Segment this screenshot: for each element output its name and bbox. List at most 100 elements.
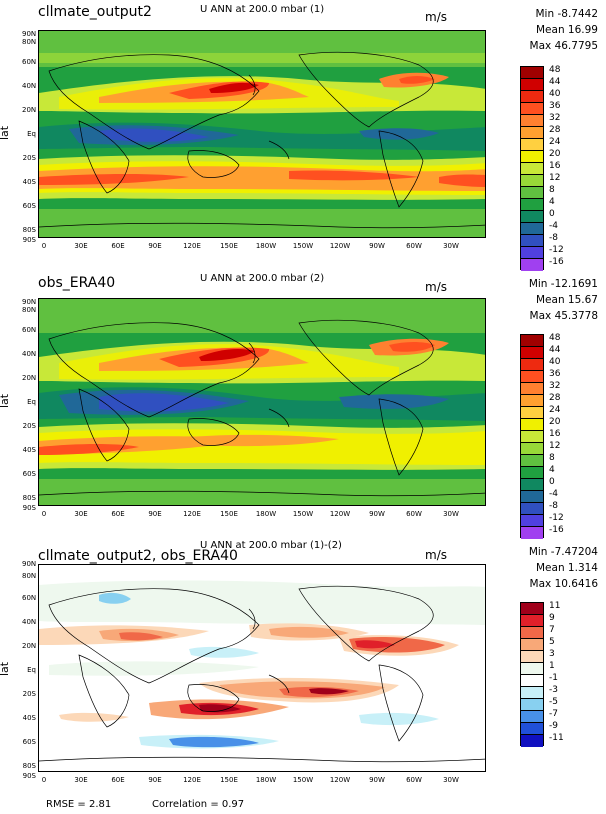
colorbar-swatch: [521, 115, 543, 127]
colorbar-label: 3: [549, 649, 555, 659]
panel-stats: Min -8.7442 Mean 16.99 Max 46.7795: [488, 6, 598, 54]
colorbar-label: 20: [549, 149, 561, 159]
lat-tick: 90N: [22, 560, 37, 568]
colorbar-swatch: [521, 711, 543, 723]
y-axis-label: lat: [0, 393, 11, 408]
colorbar-label: 20: [549, 417, 561, 427]
colorbar-swatch: [521, 163, 543, 175]
colorbar-swatch: [521, 699, 543, 711]
map-field-difference[interactable]: [38, 564, 486, 772]
panel-stats: Min -12.1691 Mean 15.67 Max 45.3778: [488, 276, 598, 324]
stat-min: Min -12.1691: [528, 278, 598, 290]
panel-units: m/s: [425, 280, 447, 294]
colorbar-swatch: [521, 467, 543, 479]
colorbar-label: 8: [549, 453, 555, 463]
panel-left-title: cllmate_output2, obs_ERA40: [38, 548, 238, 564]
colorbar-swatch: [521, 359, 543, 371]
lon-tick: 120E: [183, 242, 201, 250]
map-field-observation[interactable]: [38, 298, 486, 506]
lon-tick: 60W: [406, 776, 422, 784]
colorbar-label: -1: [549, 673, 558, 683]
colorbar-label: -16: [549, 257, 564, 267]
lon-tick: 30W: [443, 776, 459, 784]
stat-min: Min -7.47204: [528, 546, 598, 558]
colorbar-label: 36: [549, 101, 561, 111]
panel-center-title: U ANN at 200.0 mbar (1): [200, 4, 325, 15]
lat-tick: 90S: [22, 236, 36, 244]
panel-units: m/s: [425, 10, 447, 24]
lat-tick: Eq: [27, 666, 36, 674]
lon-tick: 90E: [148, 510, 162, 518]
colorbar-swatch: [521, 347, 543, 359]
colorbar-label: 5: [549, 637, 555, 647]
colorbar-label: 44: [549, 345, 561, 355]
stat-mean: Mean 15.67: [535, 294, 598, 306]
lat-tick: 40N: [22, 350, 37, 358]
colorbar-swatch: [521, 723, 543, 735]
colorbar-swatch: [521, 735, 543, 747]
y-axis-label: lat: [0, 661, 11, 676]
colorbar-swatch: [521, 199, 543, 211]
colorbar-label: -8: [549, 501, 558, 511]
map-field-model[interactable]: [38, 30, 486, 238]
colorbar-swatch: [521, 187, 543, 199]
colorbar-label: 24: [549, 405, 561, 415]
colorbar-swatch: [521, 491, 543, 503]
correlation-label: Correlation = 0.97: [152, 799, 245, 810]
lat-tick: Eq: [27, 130, 36, 138]
colorbar-label: -11: [549, 733, 564, 743]
lat-tick: 20N: [22, 106, 37, 114]
colorbar-swatch: [521, 223, 543, 235]
lon-tick: 90W: [369, 776, 385, 784]
colorbar-label: 24: [549, 137, 561, 147]
lat-tick: 60N: [22, 326, 37, 334]
lat-tick: 80N: [22, 306, 37, 314]
lon-tick: 90W: [369, 510, 385, 518]
colorbar-label: -5: [549, 697, 558, 707]
lat-tick: 40S: [22, 178, 36, 186]
colorbar-label: 12: [549, 441, 561, 451]
colorbar-label: -12: [549, 245, 564, 255]
lat-tick: 60S: [22, 470, 36, 478]
lon-tick: 30E: [74, 242, 88, 250]
colorbar-label: 9: [549, 613, 555, 623]
colorbar-swatch: [521, 455, 543, 467]
colorbar-swatch: [521, 407, 543, 419]
lat-tick: 60N: [22, 594, 37, 602]
panel-center-title: U ANN at 200.0 mbar (2): [200, 273, 325, 284]
colorbar-swatch: [521, 639, 543, 651]
colorbar-swatch: [521, 651, 543, 663]
lat-tick: 80N: [22, 572, 37, 580]
lat-tick: 60S: [22, 202, 36, 210]
colorbar-swatch: [521, 527, 543, 539]
lon-tick: 120W: [329, 242, 351, 250]
lat-tick: 40N: [22, 618, 37, 626]
colorbar-label: 28: [549, 125, 561, 135]
lon-tick: 150E: [220, 510, 238, 518]
colorbar-swatch: [521, 335, 543, 347]
panel-left-title: obs_ERA40: [38, 275, 116, 291]
panel-center-title: U ANN at 200.0 mbar (1)-(2): [200, 540, 342, 551]
lon-tick: 60E: [111, 510, 125, 518]
lon-tick: 30W: [443, 510, 459, 518]
y-axis-label: lat: [0, 125, 11, 140]
lon-tick: 150W: [292, 242, 314, 250]
lon-tick: 120W: [329, 510, 351, 518]
panel-difference: cllmate_output2, obs_ERA40 U ANN at 200.…: [0, 538, 606, 814]
colorbar-label: 12: [549, 173, 561, 183]
lat-tick: 90S: [22, 504, 36, 512]
colorbar-label: -3: [549, 685, 558, 695]
panel-stats: Min -7.47204 Mean 1.314 Max 10.6416: [488, 544, 598, 592]
colorbar-label: 4: [549, 197, 555, 207]
lat-tick: 90S: [22, 772, 36, 780]
colorbar-swatch: [521, 139, 543, 151]
lon-tick: 30E: [74, 510, 88, 518]
lon-tick: 150E: [220, 776, 238, 784]
colorbar-swatch: [521, 603, 543, 615]
lat-tick: 90N: [22, 30, 37, 38]
lon-tick: 0: [41, 776, 47, 784]
lon-tick: 120W: [329, 776, 351, 784]
lon-tick: 150W: [292, 776, 314, 784]
colorbar-swatch: [521, 211, 543, 223]
lon-tick: 30E: [74, 776, 88, 784]
